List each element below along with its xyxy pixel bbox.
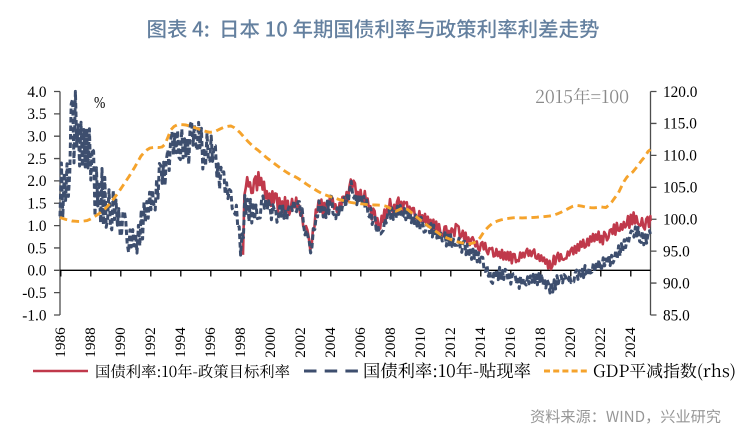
svg-text:1.0: 1.0: [27, 218, 46, 235]
svg-text:2016: 2016: [502, 327, 519, 358]
svg-text:1988: 1988: [82, 327, 99, 358]
svg-text:1996: 1996: [202, 327, 219, 358]
svg-text:115.0: 115.0: [663, 116, 697, 133]
svg-text:110.0: 110.0: [663, 148, 697, 165]
svg-text:2.0: 2.0: [27, 173, 46, 190]
svg-text:1.5: 1.5: [27, 196, 46, 213]
svg-text:120.0: 120.0: [663, 84, 698, 101]
svg-text:2012: 2012: [442, 327, 459, 357]
svg-text:2.5: 2.5: [27, 151, 46, 168]
svg-text:4.0: 4.0: [27, 84, 46, 101]
svg-text:%: %: [94, 94, 105, 113]
svg-text:3.0: 3.0: [27, 129, 46, 146]
svg-text:1994: 1994: [172, 327, 189, 358]
svg-text:0.5: 0.5: [27, 240, 46, 257]
svg-text:85.0: 85.0: [663, 307, 690, 324]
svg-text:1992: 1992: [142, 327, 159, 357]
svg-text:2018: 2018: [532, 327, 549, 358]
svg-text:3.5: 3.5: [27, 106, 46, 123]
svg-text:1998: 1998: [232, 327, 249, 358]
svg-text:2000: 2000: [262, 327, 279, 358]
svg-text:1986: 1986: [52, 327, 69, 358]
svg-text:95.0: 95.0: [663, 243, 690, 260]
svg-text:0.0: 0.0: [27, 263, 46, 280]
svg-text:-1.0: -1.0: [22, 307, 47, 324]
svg-text:2014: 2014: [472, 327, 489, 358]
svg-text:105.0: 105.0: [663, 180, 698, 197]
svg-text:2022: 2022: [592, 327, 609, 357]
svg-text:1990: 1990: [112, 327, 129, 358]
svg-text:2010: 2010: [412, 327, 429, 358]
svg-text:2008: 2008: [382, 327, 399, 358]
svg-text:2020: 2020: [562, 327, 579, 358]
svg-text:2004: 2004: [322, 327, 339, 358]
svg-text:100.0: 100.0: [663, 212, 698, 229]
svg-text:2002: 2002: [292, 327, 309, 357]
svg-text:2006: 2006: [352, 327, 369, 358]
svg-text:90.0: 90.0: [663, 275, 690, 292]
svg-text:2024: 2024: [622, 327, 639, 358]
svg-text:-0.5: -0.5: [22, 285, 47, 302]
